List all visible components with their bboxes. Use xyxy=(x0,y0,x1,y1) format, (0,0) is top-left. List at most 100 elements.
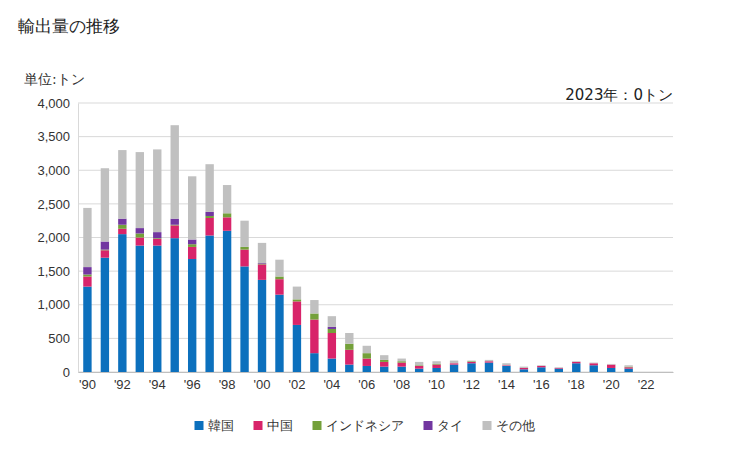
bar-segment xyxy=(223,217,231,230)
bar-segment xyxy=(275,279,283,294)
y-tick-label: 500 xyxy=(48,331,70,346)
bar-segment xyxy=(467,360,475,362)
bar-segment xyxy=(397,367,405,372)
bar-segment xyxy=(590,363,598,365)
legend-item: タイ xyxy=(424,418,463,433)
bar-segment xyxy=(153,232,161,238)
bar-segment xyxy=(136,246,144,372)
bar-segment xyxy=(555,367,563,368)
bar-segment xyxy=(258,264,266,279)
bar-segment xyxy=(345,344,353,350)
x-tick-label: '90 xyxy=(79,377,96,392)
bar-segment xyxy=(293,301,301,325)
bar-segment xyxy=(450,361,458,364)
legend-item: 韓国 xyxy=(195,418,234,433)
bar-segment xyxy=(590,365,598,372)
bar-segment xyxy=(432,365,440,368)
bar-segment xyxy=(83,267,91,274)
bar-segment xyxy=(607,364,615,365)
legend-label: 中国 xyxy=(267,418,293,433)
bar-segment xyxy=(572,361,580,362)
bar-segment xyxy=(188,247,196,259)
x-tick-label: '14 xyxy=(498,377,515,392)
x-tick: '10 xyxy=(428,372,445,392)
bar-segment xyxy=(485,363,493,372)
bar-segment xyxy=(520,367,528,368)
bar-segment xyxy=(397,359,405,362)
chart: 05001,0001,5002,0002,5003,0003,5004,000'… xyxy=(0,0,729,450)
bar-segment xyxy=(310,353,318,372)
bar-segment xyxy=(590,363,598,364)
x-axis: '90'92'94'96'98'00'02'04'06'08'10'12'14'… xyxy=(79,372,674,392)
bar-segment xyxy=(380,367,388,372)
bar-segment xyxy=(240,250,248,267)
bars xyxy=(83,125,633,372)
x-tick-label: '20 xyxy=(603,377,620,392)
x-tick: '02 xyxy=(288,372,305,392)
bar-segment xyxy=(537,366,545,367)
bar-segment xyxy=(590,363,598,364)
x-tick: '12 xyxy=(463,372,480,392)
bar-segment xyxy=(293,325,301,372)
legend-label: タイ xyxy=(437,418,463,433)
bar-segment xyxy=(642,372,650,373)
grid xyxy=(78,103,673,372)
bar-segment xyxy=(642,372,650,373)
bar-segment xyxy=(624,365,632,366)
y-tick: 1,000 xyxy=(37,297,78,312)
series-bars xyxy=(83,212,336,329)
bar-segment xyxy=(607,364,615,365)
x-tick-label: '04 xyxy=(323,377,340,392)
bar-segment xyxy=(467,361,475,363)
bar-segment xyxy=(328,359,336,372)
bar-segment xyxy=(293,299,301,301)
bar-segment xyxy=(502,366,510,372)
y-tick: 1,500 xyxy=(37,264,78,279)
bar-segment xyxy=(380,355,388,360)
bar-segment xyxy=(345,350,353,365)
bar-segment xyxy=(397,363,405,367)
bar-segment xyxy=(659,372,667,373)
bar-segment xyxy=(537,365,545,366)
legend: 韓国 中国 インドネシア タイ その他 xyxy=(195,418,535,433)
bar-segment xyxy=(188,244,196,247)
y-tick: 3,000 xyxy=(37,163,78,178)
x-tick: '20 xyxy=(603,372,620,392)
bar-segment xyxy=(659,372,667,373)
x-tick-label: '92 xyxy=(114,377,131,392)
y-axis: 05001,0001,5002,0002,5003,0003,5004,000 xyxy=(37,96,78,380)
bar-segment xyxy=(171,225,179,238)
bar-segment xyxy=(520,368,528,369)
bar-segment xyxy=(485,360,493,361)
legend-label: インドネシア xyxy=(326,418,404,433)
x-tick: '92 xyxy=(114,372,131,392)
legend-swatch xyxy=(424,421,433,430)
annotation: 2023年：0トン xyxy=(565,86,673,104)
bar-segment xyxy=(101,168,109,241)
bar-segment xyxy=(275,260,283,277)
legend-item: その他 xyxy=(483,418,535,433)
y-tick: 2,000 xyxy=(37,230,78,245)
x-tick: '06 xyxy=(358,372,375,392)
series-bars xyxy=(83,213,633,367)
bar-segment xyxy=(240,221,248,247)
x-tick-label: '00 xyxy=(254,377,271,392)
bar-segment xyxy=(171,125,179,218)
bar-segment xyxy=(118,229,126,234)
bar-segment xyxy=(380,360,388,362)
y-axis-line xyxy=(78,104,79,373)
bar-segment xyxy=(624,369,632,372)
bar-segment xyxy=(415,366,423,369)
bar-segment xyxy=(171,219,179,225)
bar-segment xyxy=(310,300,318,313)
bar-segment xyxy=(467,363,475,372)
bar-segment xyxy=(205,218,213,235)
y-tick-label: 1,500 xyxy=(37,264,70,279)
bar-segment xyxy=(205,164,213,212)
bar-segment xyxy=(153,246,161,372)
bar-segment xyxy=(607,363,615,365)
bar-segment xyxy=(136,152,144,228)
bar-segment xyxy=(642,372,650,373)
bar-segment xyxy=(328,316,336,327)
bar-segment xyxy=(118,234,126,372)
